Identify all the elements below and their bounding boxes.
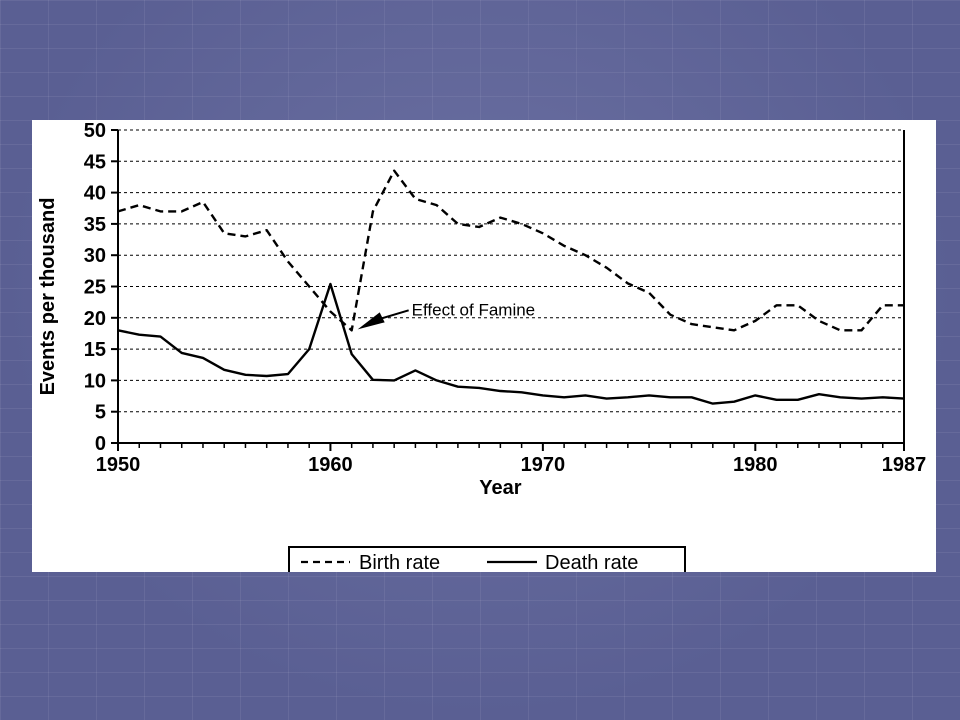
y-axis-label: Events per thousand: [37, 198, 59, 396]
legend: Birth rate Death rate: [288, 546, 686, 572]
y-tick-label-10: 10: [84, 370, 106, 392]
y-tick-label-25: 25: [84, 277, 106, 299]
legend-death-label: Death rate: [545, 552, 638, 572]
x-axis-label: Year: [479, 477, 521, 499]
y-tick-label-20: 20: [84, 308, 106, 330]
x-tick-label-1950: 1950: [96, 454, 141, 476]
x-tick-label-1970: 1970: [521, 454, 566, 476]
series-layer: [117, 169, 905, 405]
birth-death-rate-chart: 0 5 10 15 20 25 30 35 40 45 50 1950 1960 1970 1980 1987…: [37, 120, 927, 572]
annotation-effect-of-famine: Effect of Famine: [412, 300, 535, 319]
y-tick-label-15: 15: [84, 339, 106, 361]
grid-layer: [118, 129, 904, 413]
y-tick-label-35: 35: [84, 214, 106, 236]
series-line-death-rate: [117, 282, 905, 405]
y-tick-label-5: 5: [95, 402, 106, 424]
legend-birth-label: Birth rate: [359, 552, 440, 572]
y-tick-label-50: 50: [84, 120, 106, 142]
x-tick-label-1980: 1980: [733, 454, 778, 476]
axis-layer: 0 5 10 15 20 25 30 35 40 45 50 1950 1960 1970 1980 1987: [84, 120, 927, 476]
y-tick-label-45: 45: [84, 151, 106, 173]
legend-box: [288, 546, 686, 572]
chart-panel: 0 5 10 15 20 25 30 35 40 45 50 1950 1960 1970 1980 1987…: [32, 120, 936, 572]
annotation-layer: Effect of Famine: [357, 300, 535, 330]
annotation-arrow-line: [371, 309, 409, 323]
y-tick-label-40: 40: [84, 183, 106, 205]
y-tick-label-30: 30: [84, 245, 106, 267]
x-tick-label-1987: 1987: [882, 454, 927, 476]
y-tick-label-0: 0: [95, 433, 106, 455]
annotation-arrowhead: [357, 312, 385, 330]
x-tick-label-1960: 1960: [308, 454, 353, 476]
